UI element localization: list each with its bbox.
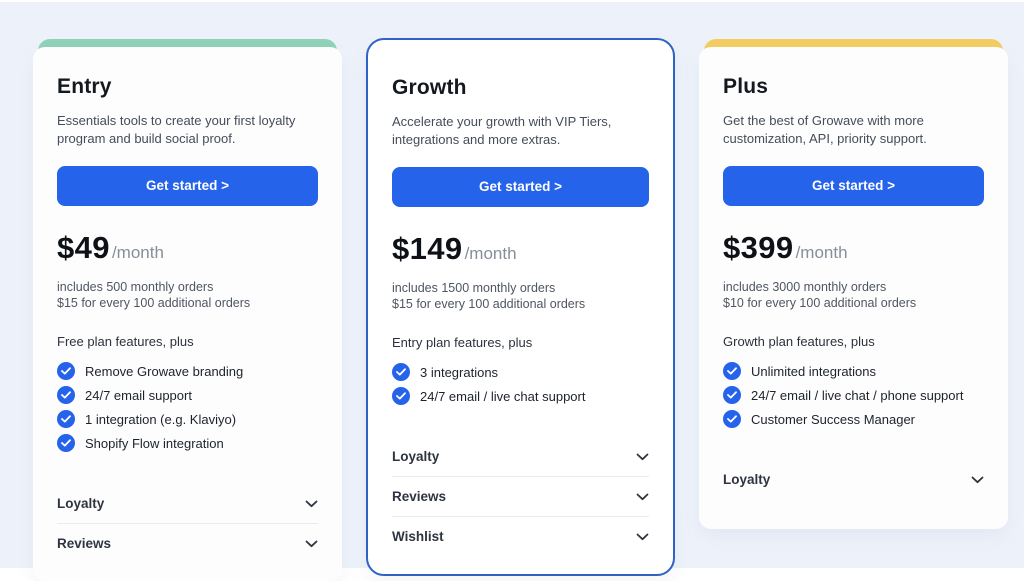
accordion-section: Loyalty Reviews xyxy=(57,484,318,563)
accordion-label: Reviews xyxy=(392,489,447,505)
divider xyxy=(392,476,649,478)
accordion-row-reviews[interactable]: Reviews xyxy=(392,477,649,516)
card-body: Plus Get the best of Growave with more c… xyxy=(699,47,1008,529)
feature-item: Unlimited integrations xyxy=(723,362,984,381)
get-started-button[interactable]: Get started > xyxy=(723,165,984,206)
accordion-label: Loyalty xyxy=(723,472,771,488)
check-icon xyxy=(723,410,741,429)
check-icon xyxy=(392,387,410,406)
feature-item: 24/7 email / live chat / phone support xyxy=(723,386,984,405)
get-started-button[interactable]: Get started > xyxy=(392,166,649,207)
feature-list: 3 integrations 24/7 email / live chat su… xyxy=(392,363,649,411)
feature-label: Unlimited integrations xyxy=(751,363,877,379)
order-info-line: includes 1500 monthly orders xyxy=(392,280,556,295)
order-info-line: $15 for every 100 additional orders xyxy=(392,297,586,312)
plan-description: Accelerate your growth with VIP Tiers, i… xyxy=(392,114,612,148)
feature-label: 24/7 email / live chat support xyxy=(420,388,586,404)
accordion-row-loyalty[interactable]: Loyalty xyxy=(392,437,649,476)
accordion-row-reviews[interactable]: Reviews xyxy=(57,524,318,563)
feature-label: Customer Success Manager xyxy=(751,411,916,427)
pricing-cards: Entry Essentials tools to create your fi… xyxy=(33,38,1008,581)
price-period: /month xyxy=(111,242,164,262)
order-info: includes 1500 monthly orders $15 for eve… xyxy=(392,280,649,313)
check-icon xyxy=(57,386,75,405)
feature-item: 3 integrations xyxy=(392,363,649,382)
chevron-down-icon[interactable] xyxy=(636,493,649,501)
order-info: includes 500 monthly orders $15 for ever… xyxy=(57,279,318,312)
feature-label: Remove Growave branding xyxy=(85,363,244,379)
price-amount: $49 xyxy=(57,229,110,265)
feature-item: Remove Growave branding xyxy=(57,362,318,381)
plan-price: $149 /month xyxy=(392,231,649,267)
check-icon xyxy=(723,386,741,405)
price-amount: $399 xyxy=(723,229,794,265)
pricing-card-entry: Entry Essentials tools to create your fi… xyxy=(33,38,342,581)
chevron-down-icon[interactable] xyxy=(305,540,318,548)
plan-description: Get the best of Growave with more custom… xyxy=(723,113,927,147)
check-icon xyxy=(392,363,410,382)
feature-list: Remove Growave branding 24/7 email suppo… xyxy=(57,362,318,458)
card-body: Entry Essentials tools to create your fi… xyxy=(33,47,342,581)
accordion-row-wishlist[interactable]: Wishlist xyxy=(392,517,649,556)
feature-item: 24/7 email / live chat support xyxy=(392,387,649,406)
order-info-line: $15 for every 100 additional orders xyxy=(57,296,251,311)
check-icon xyxy=(57,362,75,381)
price-period: /month xyxy=(464,243,517,263)
accordion-row-loyalty[interactable]: Loyalty xyxy=(723,460,984,499)
accordion-label: Loyalty xyxy=(392,449,440,465)
price-period: /month xyxy=(795,242,848,262)
plan-title: Plus xyxy=(723,75,769,98)
check-icon xyxy=(57,434,75,453)
chevron-down-icon[interactable] xyxy=(636,533,649,541)
get-started-button[interactable]: Get started > xyxy=(57,165,318,206)
feature-label: 1 integration (e.g. Klaviyo) xyxy=(85,411,237,427)
order-info-line: includes 3000 monthly orders xyxy=(723,279,887,294)
divider xyxy=(392,516,649,518)
feature-list: Unlimited integrations 24/7 email / live… xyxy=(723,362,984,434)
accordion-label: Wishlist xyxy=(392,529,444,545)
order-info-line: includes 500 monthly orders xyxy=(57,279,214,294)
feature-label: Shopify Flow integration xyxy=(85,435,224,451)
check-icon xyxy=(57,410,75,429)
plan-title: Entry xyxy=(57,75,112,98)
feature-label: 3 integrations xyxy=(420,364,499,380)
feature-label: 24/7 email / live chat / phone support xyxy=(751,387,964,403)
accordion-section: Loyalty Reviews Wishlist xyxy=(392,437,649,556)
check-icon xyxy=(723,362,741,381)
plan-price: $399 /month xyxy=(723,230,984,266)
plan-price: $49 /month xyxy=(57,230,318,266)
divider xyxy=(57,523,318,525)
pricing-card-growth: Growth Accelerate your growth with VIP T… xyxy=(366,38,675,577)
plan-description: Essentials tools to create your first lo… xyxy=(57,113,296,147)
top-edge xyxy=(0,0,1024,2)
chevron-down-icon[interactable] xyxy=(636,453,649,461)
pricing-card-plus: Plus Get the best of Growave with more c… xyxy=(699,38,1008,534)
chevron-down-icon[interactable] xyxy=(971,476,984,484)
accordion-label: Reviews xyxy=(57,536,112,552)
feature-item: Shopify Flow integration xyxy=(57,434,318,453)
features-header: Free plan features, plus xyxy=(57,334,194,350)
features-header: Entry plan features, plus xyxy=(392,335,533,351)
card-body: Growth Accelerate your growth with VIP T… xyxy=(366,38,675,577)
feature-item: 1 integration (e.g. Klaviyo) xyxy=(57,410,318,429)
order-info: includes 3000 monthly orders $10 for eve… xyxy=(723,279,984,312)
feature-label: 24/7 email support xyxy=(85,387,192,403)
feature-item: 24/7 email support xyxy=(57,386,318,405)
features-header: Growth plan features, plus xyxy=(723,334,875,350)
chevron-down-icon[interactable] xyxy=(305,500,318,508)
plan-title: Growth xyxy=(392,76,467,99)
accordion-label: Loyalty xyxy=(57,496,105,512)
accordion-row-loyalty[interactable]: Loyalty xyxy=(57,484,318,523)
order-info-line: $10 for every 100 additional orders xyxy=(723,296,917,311)
feature-item: Customer Success Manager xyxy=(723,410,984,429)
price-amount: $149 xyxy=(392,230,463,266)
accordion-section: Loyalty xyxy=(723,460,984,499)
